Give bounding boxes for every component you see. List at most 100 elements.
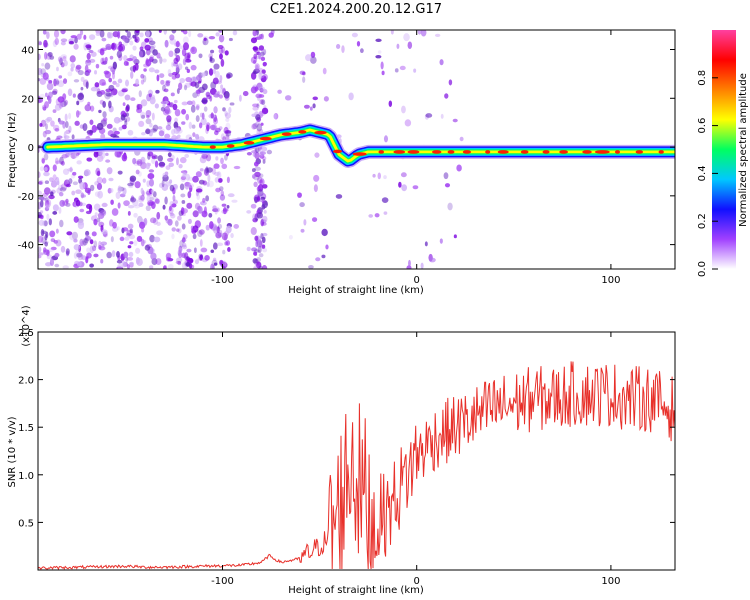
noise-point [142, 178, 146, 183]
noise-point [202, 197, 206, 203]
noise-point [182, 36, 189, 45]
noise-point [86, 157, 91, 161]
colorbar-ticks: 0.0 0.2 0.4 0.6 0.8 [697, 70, 718, 277]
noise-point [86, 247, 91, 253]
noise-point [197, 206, 203, 214]
noise-point [203, 37, 207, 41]
noise-point [260, 56, 266, 61]
noise-point [188, 30, 192, 38]
noise-point [148, 40, 156, 46]
noise-point [58, 207, 62, 214]
noise-point [175, 260, 182, 265]
ridge-peak [497, 150, 509, 154]
noise-point [186, 248, 192, 253]
noise-point [129, 197, 137, 203]
noise-point [209, 95, 213, 102]
noise-point [181, 223, 186, 230]
noise-point [210, 249, 215, 254]
noise-point [130, 97, 136, 102]
noise-point [67, 71, 73, 77]
noise-point [117, 185, 122, 194]
noise-point [299, 202, 305, 208]
noise-point [251, 174, 256, 179]
bottom-y-tick-label: 2.5 [18, 328, 34, 339]
noise-point [177, 249, 182, 257]
noise-point [175, 40, 180, 48]
noise-point [49, 230, 56, 238]
noise-point [135, 78, 139, 86]
noise-point [69, 55, 76, 63]
noise-point [136, 235, 143, 242]
noise-point [184, 153, 190, 159]
noise-point [308, 264, 314, 269]
noise-point [39, 166, 45, 172]
noise-point [87, 69, 92, 73]
noise-point [172, 194, 176, 202]
noise-point [456, 164, 462, 172]
noise-point [69, 40, 74, 44]
noise-point [252, 213, 257, 221]
noise-point [149, 234, 155, 243]
noise-point [217, 217, 221, 224]
noise-point [210, 49, 215, 54]
noise-point [303, 219, 307, 226]
noise-point [58, 102, 64, 109]
noise-point [99, 48, 105, 56]
noise-point [207, 174, 211, 183]
noise-point [315, 257, 321, 262]
noise-point [261, 156, 267, 161]
ridge-peak [582, 150, 592, 154]
noise-point [83, 34, 87, 40]
noise-point [125, 232, 132, 237]
noise-point [139, 32, 144, 38]
noise-point [124, 236, 130, 241]
noise-point [148, 169, 155, 173]
noise-point [112, 69, 115, 75]
noise-point [213, 262, 218, 266]
noise-point [194, 81, 200, 89]
noise-point [142, 74, 147, 83]
noise-point [74, 152, 79, 158]
noise-point [42, 72, 49, 80]
noise-point [192, 233, 197, 240]
noise-point [165, 79, 171, 84]
noise-point [183, 30, 188, 35]
noise-point [200, 117, 207, 126]
noise-point [228, 37, 233, 42]
noise-point [50, 238, 56, 243]
noise-point [263, 210, 267, 214]
noise-point [65, 202, 71, 207]
noise-point [135, 257, 140, 265]
noise-point [171, 129, 176, 135]
noise-point [78, 175, 84, 179]
noise-point [184, 52, 191, 61]
noise-point [180, 193, 186, 198]
noise-point [110, 199, 114, 205]
noise-point [67, 88, 73, 97]
noise-point [144, 38, 150, 43]
noise-point [127, 182, 134, 187]
noise-point [79, 238, 84, 247]
noise-point [72, 181, 78, 186]
noise-point [102, 111, 107, 118]
noise-point [60, 54, 67, 59]
noise-point [222, 249, 226, 255]
noise-point [253, 251, 257, 256]
noise-point [196, 88, 201, 97]
noise-point [165, 108, 172, 115]
noise-point [62, 55, 67, 62]
noise-point [179, 183, 185, 191]
noise-point [167, 118, 172, 126]
noise-point [62, 168, 70, 175]
noise-point [429, 257, 436, 263]
noise-point [70, 35, 78, 39]
top-x-tick-label: 100 [601, 275, 620, 286]
noise-point [255, 114, 261, 121]
noise-point [191, 124, 196, 129]
noise-point [148, 93, 153, 98]
noise-point [254, 171, 261, 178]
noise-point [217, 223, 223, 230]
noise-point [71, 134, 75, 140]
noise-point [166, 256, 171, 262]
noise-point [150, 252, 157, 261]
